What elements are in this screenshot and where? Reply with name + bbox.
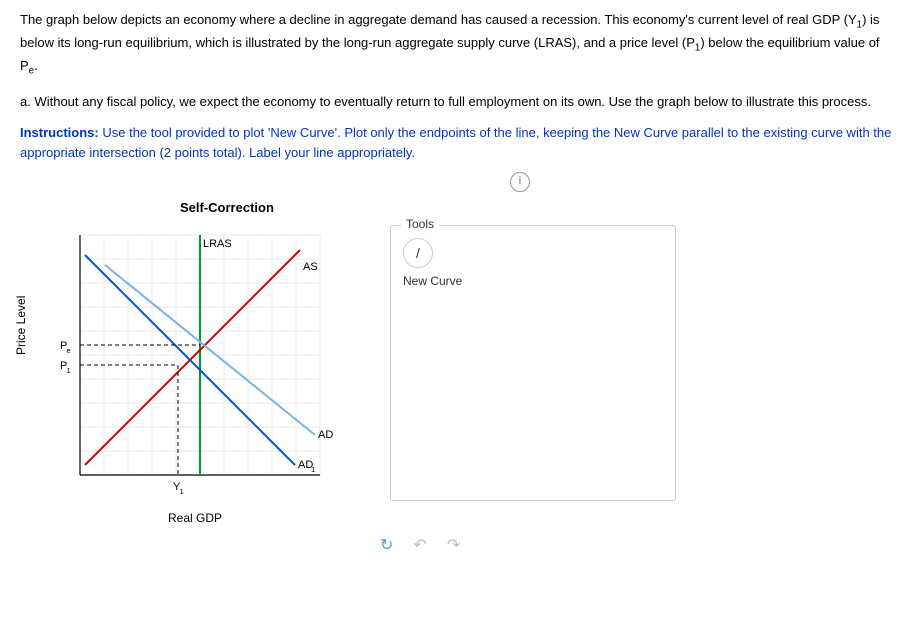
graph-controls: ↻ ↶ ↷ bbox=[20, 535, 894, 555]
svg-text:1: 1 bbox=[311, 465, 315, 474]
graph-svg[interactable]: LRASASADAD1PeP1Y1 bbox=[20, 225, 370, 505]
chart-title: Self-Correction bbox=[180, 200, 894, 215]
new-curve-tool-label: New Curve bbox=[403, 274, 663, 288]
svg-text:AS: AS bbox=[303, 261, 318, 273]
tools-legend: Tools bbox=[401, 217, 439, 231]
svg-text:AD: AD bbox=[318, 429, 333, 441]
svg-text:LRAS: LRAS bbox=[203, 238, 232, 250]
undo-icon[interactable]: ↶ bbox=[413, 535, 426, 555]
svg-text:e: e bbox=[67, 346, 71, 355]
instructions-text: Instructions: Use the tool provided to p… bbox=[20, 123, 894, 162]
y-axis-label: Price Level bbox=[14, 296, 28, 355]
question-para-2: a. Without any fiscal policy, we expect … bbox=[20, 92, 894, 112]
tools-panel: Tools / New Curve bbox=[390, 225, 676, 501]
redo-icon[interactable]: ↷ bbox=[447, 535, 460, 555]
x-axis-label: Real GDP bbox=[168, 511, 222, 525]
new-curve-tool-button[interactable]: / bbox=[403, 238, 433, 268]
reset-icon[interactable]: ↻ bbox=[380, 535, 393, 555]
question-para-1: The graph below depicts an economy where… bbox=[20, 10, 894, 80]
svg-text:1: 1 bbox=[67, 366, 71, 375]
graph-container[interactable]: Price Level LRASASADAD1PeP1Y1 Real GDP bbox=[20, 225, 370, 525]
svg-text:1: 1 bbox=[180, 487, 184, 496]
info-icon[interactable]: i bbox=[510, 172, 530, 192]
